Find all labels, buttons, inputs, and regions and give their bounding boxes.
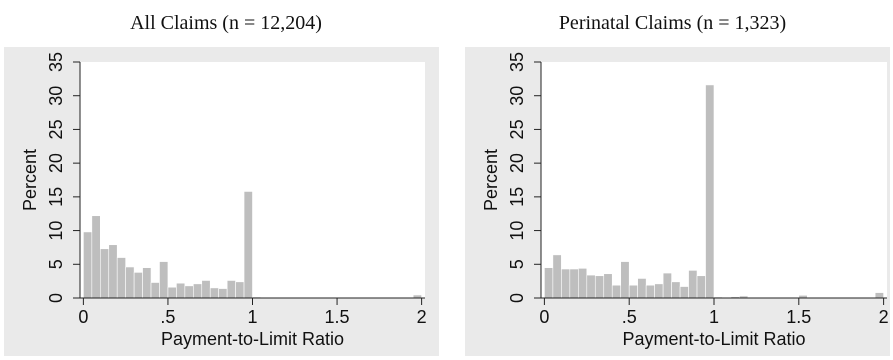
histogram-bar [167, 286, 177, 299]
histogram-bar [201, 280, 211, 299]
histogram-bar [620, 261, 630, 299]
histogram-bar [176, 282, 186, 299]
histogram-bar [874, 292, 884, 299]
histogram-bar [125, 266, 135, 299]
y-tick-label: 25 [507, 119, 527, 139]
y-tick-label: 20 [507, 153, 527, 173]
y-tick-label: 0 [507, 293, 527, 303]
histogram-bar [235, 281, 245, 299]
histogram-bar [133, 272, 143, 299]
histogram-bar [594, 275, 605, 299]
histogram-bar [578, 268, 588, 299]
y-tick-label: 10 [507, 221, 527, 241]
histogram-bar [193, 283, 203, 299]
histogram-bar [645, 284, 655, 299]
x-axis-title: Payment-to-Limit Ratio [622, 329, 805, 349]
histogram-bar [209, 287, 219, 299]
y-axis-title: Percent [20, 149, 40, 211]
histogram-bar [544, 267, 554, 299]
histogram-bar [150, 282, 160, 299]
histogram-bar [696, 275, 706, 299]
histogram-bar [218, 288, 228, 299]
y-tick-label: 30 [46, 86, 66, 106]
y-tick-label: 15 [46, 187, 66, 207]
histogram-bar [552, 254, 562, 299]
histogram-bar [116, 257, 126, 299]
y-tick-label: 35 [507, 52, 527, 72]
histogram-bar [142, 267, 152, 299]
x-tick-label: 0 [539, 307, 549, 327]
histogram-bar [243, 191, 253, 299]
histogram-bar [99, 248, 110, 299]
x-tick-label: 2 [417, 307, 427, 327]
histogram-bar [83, 231, 93, 299]
chart-title-perinatal-claims: Perinatal Claims (n = 1,323) [558, 12, 787, 34]
histogram-bar [679, 286, 689, 299]
histogram-bar [603, 273, 613, 299]
histogram-bar [688, 270, 698, 299]
x-tick-label: 1 [247, 307, 257, 327]
y-tick-label: 15 [507, 187, 527, 207]
histogram-bar [671, 281, 681, 299]
x-tick-label: 1.5 [325, 307, 350, 327]
histogram-bar [637, 278, 647, 299]
y-tick-label: 25 [46, 119, 66, 139]
histogram-bar [662, 272, 672, 299]
x-tick-label: 1.5 [786, 307, 811, 327]
histogram-bar [569, 268, 579, 299]
y-tick-label: 20 [46, 153, 66, 173]
x-tick-label: 0 [78, 307, 88, 327]
x-tick-label: 1 [709, 307, 719, 327]
y-axis-title: Percent [481, 149, 501, 211]
y-tick-label: 0 [46, 293, 66, 303]
y-tick-label: 35 [46, 52, 66, 72]
histogram-bar [561, 268, 571, 299]
histogram-bar [91, 215, 101, 299]
histogram-bar [586, 274, 596, 299]
histogram-bar [159, 261, 169, 299]
histogram-bar [654, 283, 664, 299]
x-tick-label: .5 [622, 307, 637, 327]
y-tick-label: 5 [507, 259, 527, 269]
x-axis-title: Payment-to-Limit Ratio [161, 329, 344, 349]
y-tick-label: 5 [46, 259, 66, 269]
histogram-bar [108, 244, 118, 299]
histogram-bar [611, 284, 622, 299]
x-tick-label: .5 [160, 307, 175, 327]
histogram-bar [184, 285, 194, 299]
histogram-bar [226, 280, 236, 299]
histogram-bar [705, 84, 715, 299]
chart-title-all-claims: All Claims (n = 12,204) [130, 12, 322, 34]
x-tick-label: 2 [879, 307, 889, 327]
histogram-bar [628, 284, 638, 299]
y-tick-label: 30 [507, 86, 527, 106]
y-tick-label: 10 [46, 221, 66, 241]
